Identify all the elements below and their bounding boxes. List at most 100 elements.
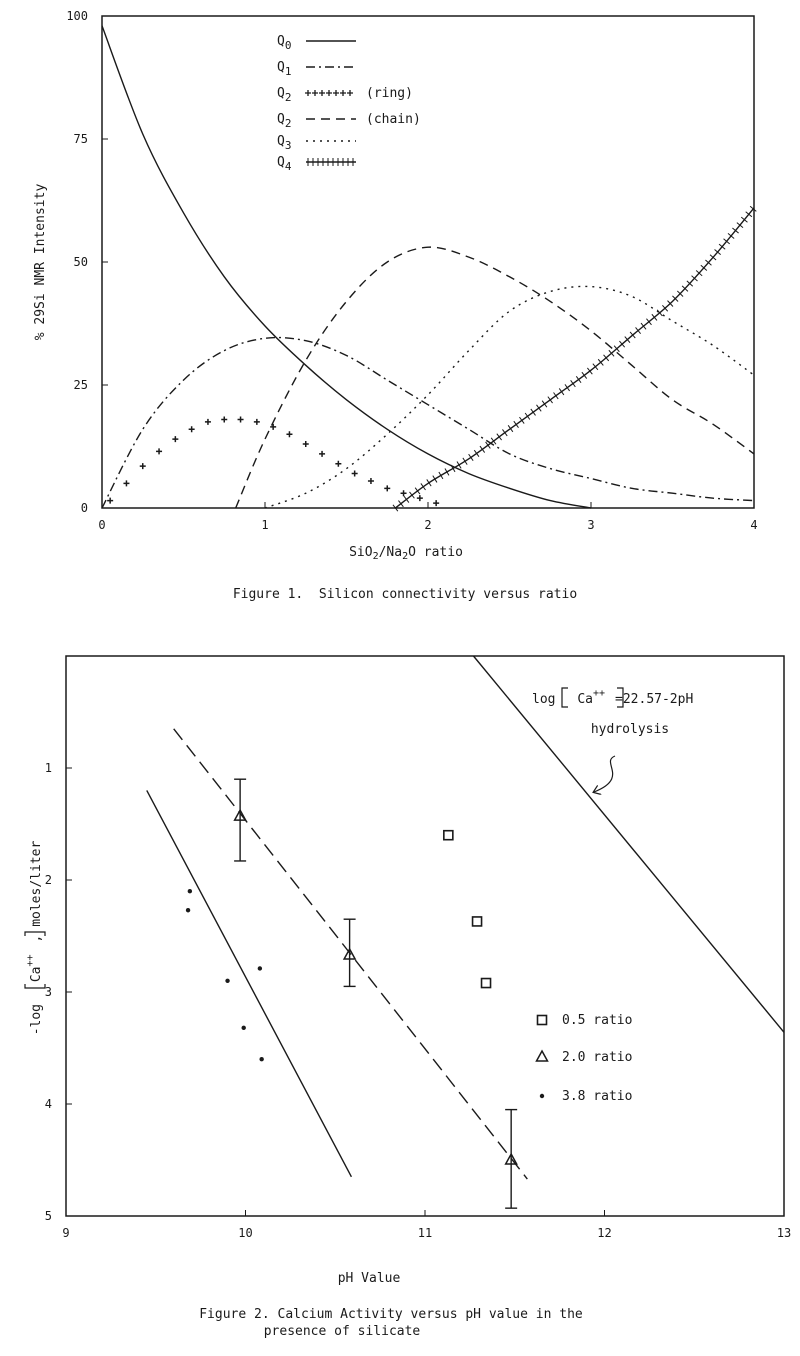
x-tick-label: 4 bbox=[750, 518, 757, 532]
series-q2-ring-point bbox=[319, 450, 326, 457]
series-q4-hatch bbox=[432, 475, 438, 483]
figure-1-series bbox=[101, 25, 757, 512]
y-tick-label: 2 bbox=[45, 873, 52, 887]
x-tick-label: 13 bbox=[777, 1226, 791, 1240]
figure-1-legend: Q0 Q1 Q2 (ring) Q2 (chain) Q3 Q4 bbox=[277, 34, 421, 173]
line-hydrolysis bbox=[472, 655, 785, 1033]
series-q4-hatch bbox=[513, 420, 519, 428]
legend-swatch-2 bbox=[319, 90, 325, 96]
legend-label-2: Q2 bbox=[277, 86, 291, 104]
series-q2-ring-point bbox=[156, 448, 163, 455]
legend-marker-1 bbox=[535, 1049, 549, 1062]
legend-label-2: 3.8 ratio bbox=[562, 1089, 632, 1104]
series-q4-hatch bbox=[718, 243, 726, 250]
point-3-8-ratio bbox=[259, 1057, 264, 1062]
y-tick-label: 25 bbox=[74, 378, 88, 392]
series-q4-hatch bbox=[575, 375, 582, 384]
series-q4-hatch bbox=[490, 437, 497, 445]
series-q4-hatch bbox=[496, 433, 502, 441]
series-q2-ring-point bbox=[107, 497, 114, 504]
figure-2-annotation: log Ca++ =22.57-2pH hydrolysis bbox=[532, 687, 693, 792]
series-q3-line bbox=[264, 285, 755, 509]
y-tick-label: 0 bbox=[81, 501, 88, 515]
x-tick-label: 1 bbox=[261, 518, 268, 532]
line-fit-3.8 bbox=[146, 790, 353, 1178]
y-tick-label: 50 bbox=[74, 255, 88, 269]
y-tick-label: 100 bbox=[66, 9, 88, 23]
series-q4-hatch bbox=[570, 380, 576, 388]
series-q2-ring-point bbox=[237, 416, 244, 423]
series-q4-hatch bbox=[485, 441, 491, 449]
series-q2-ring-point bbox=[188, 426, 195, 433]
series-q4-hatch bbox=[736, 222, 744, 229]
series-q2-ring-point bbox=[335, 460, 342, 467]
point-3-8-ratio bbox=[257, 966, 263, 971]
legend-label-3: Q2 bbox=[277, 112, 291, 130]
point-0-5-ratio bbox=[443, 829, 454, 841]
series-q4-hatch bbox=[581, 371, 588, 379]
series-q4-hatch bbox=[629, 331, 636, 339]
point-2-0-ratio bbox=[233, 808, 247, 821]
series-q2-ring-point bbox=[270, 423, 277, 430]
series-q4-hatch bbox=[651, 313, 658, 321]
series-q2-ring-point bbox=[351, 470, 358, 477]
series-q2-ring-point bbox=[123, 480, 130, 487]
series-q2-ring-point bbox=[400, 490, 407, 497]
figure-2-y-axis-label: -log Ca++, moles/liter bbox=[24, 841, 46, 1036]
series-q4-hatch bbox=[662, 304, 669, 312]
point-3-8-ratio bbox=[225, 978, 230, 983]
figure-1-plot-frame bbox=[101, 15, 755, 509]
series-q4-hatch bbox=[597, 358, 604, 366]
point-0-5-ratio bbox=[471, 916, 483, 927]
legend-label-1: 2.0 ratio bbox=[562, 1050, 632, 1065]
series-q4-hatch bbox=[420, 483, 426, 491]
svg-text:-log Ca++, moles/liter: -log Ca++, moles/liter bbox=[25, 841, 44, 1036]
figure-1-caption: Figure 1. Silicon connectivity versus ra… bbox=[233, 587, 577, 602]
point-3-8-ratio bbox=[185, 908, 191, 913]
legend-label-4: Q3 bbox=[277, 134, 291, 152]
annotation-bracket-left bbox=[561, 687, 568, 708]
series-q4-hatch bbox=[635, 327, 641, 334]
series-q4-hatch bbox=[608, 349, 615, 357]
series-q0-line bbox=[101, 25, 592, 509]
figure-2-points bbox=[185, 778, 518, 1209]
series-q4-hatch bbox=[740, 216, 748, 223]
series-q4-hatch bbox=[444, 468, 450, 476]
legend-swatch-2 bbox=[305, 90, 311, 96]
series-q4-hatch bbox=[613, 345, 620, 353]
series-q4-hatch bbox=[414, 487, 421, 495]
series-q4-hatch bbox=[745, 211, 753, 218]
series-q4-hatch bbox=[426, 479, 432, 487]
y-tick-label: 5 bbox=[45, 1209, 52, 1223]
series-q2-ring-point bbox=[253, 418, 260, 425]
legend-label-5: Q4 bbox=[277, 155, 292, 173]
series-q4-hatch bbox=[547, 396, 553, 404]
series-q4-hatch bbox=[456, 461, 462, 469]
series-q2-chain-line bbox=[235, 246, 755, 509]
annotation-bracket-right bbox=[617, 687, 624, 708]
annotation-equation: log Ca++ =22.57-2pH bbox=[532, 688, 693, 707]
series-q4-hatch bbox=[558, 388, 565, 396]
series-q4-hatch bbox=[450, 464, 456, 473]
legend-swatch-2 bbox=[312, 90, 318, 96]
legend-swatch-2 bbox=[326, 90, 332, 96]
series-q4-hatch bbox=[676, 290, 684, 297]
series-q2-ring-point bbox=[172, 436, 179, 443]
y-tick-label: 3 bbox=[45, 985, 52, 999]
series-q4-hatch bbox=[398, 500, 404, 508]
series-q4-hatch bbox=[468, 453, 474, 461]
series-q4-hatch bbox=[519, 416, 525, 424]
series-q4-hatch bbox=[524, 412, 531, 420]
series-q4-hatch bbox=[502, 429, 508, 437]
point-3-8-ratio bbox=[241, 1025, 246, 1031]
series-q2-ring-point bbox=[416, 495, 423, 502]
legend-marker-2 bbox=[539, 1093, 545, 1099]
series-q4-hatch bbox=[749, 205, 757, 212]
series-q2-ring-point bbox=[204, 418, 211, 425]
series-q2-ring-point bbox=[139, 463, 146, 470]
series-q4-hatch bbox=[586, 367, 593, 375]
series-q4-hatch bbox=[409, 491, 415, 499]
y-tick-label: 75 bbox=[74, 132, 88, 146]
series-q4-hatch bbox=[592, 363, 599, 371]
